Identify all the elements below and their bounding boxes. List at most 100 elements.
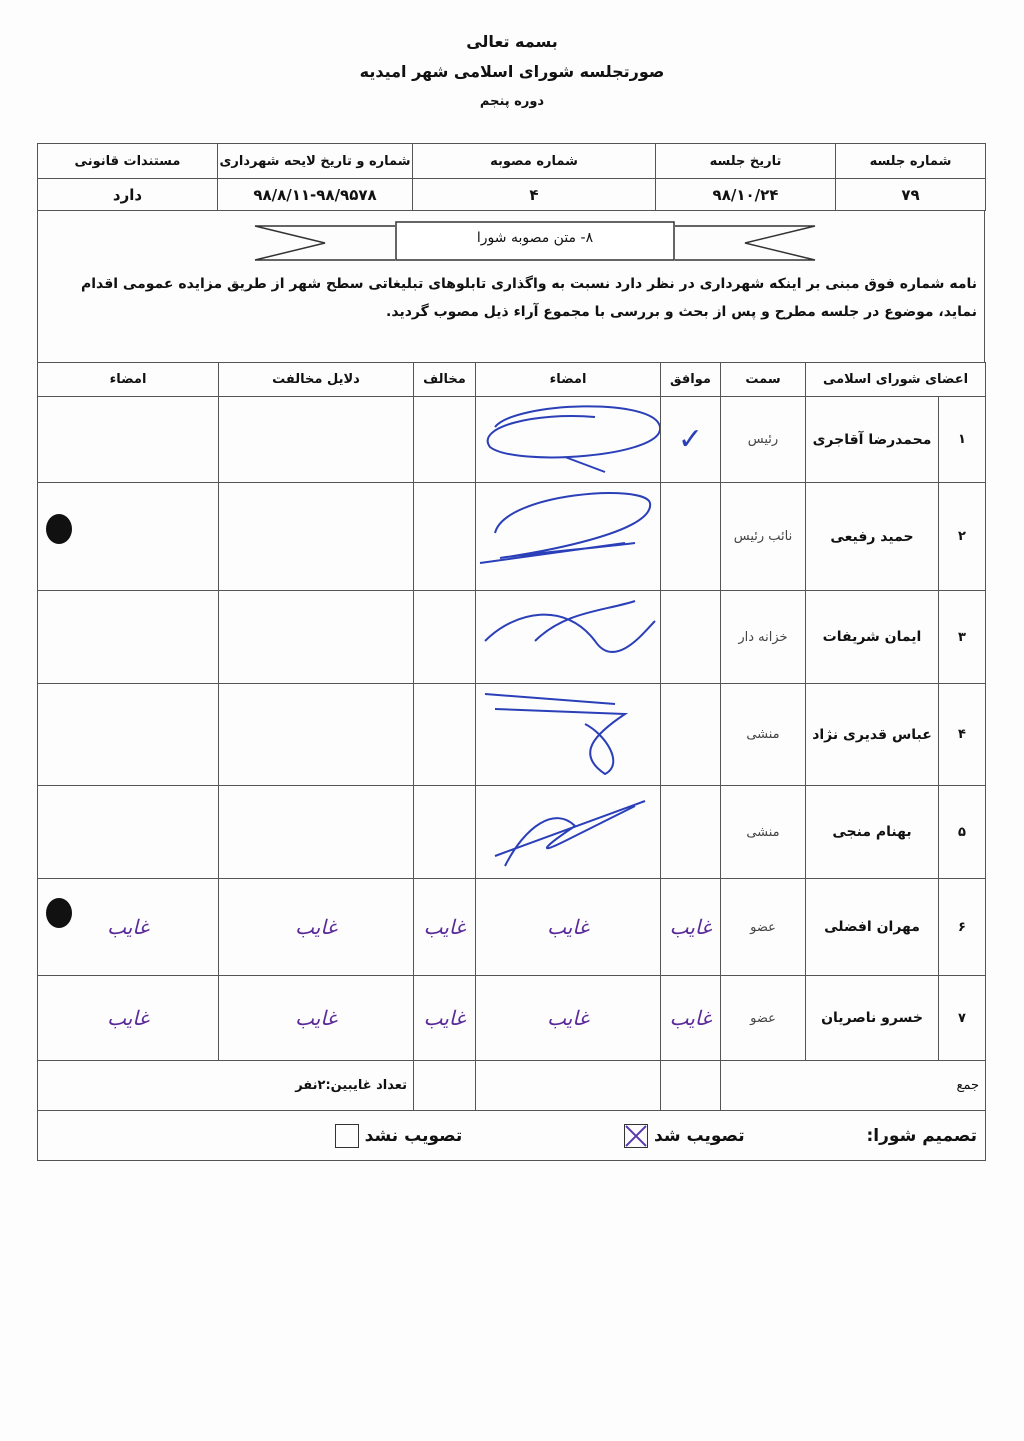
member-name: محمدرضا آقاجری: [804, 396, 940, 483]
against-mark: [413, 482, 476, 591]
member-number: ۶: [938, 878, 987, 976]
member-row: ۷ خسرو ناصریان عضو غایب غایب غایب غایب غایب: [37, 975, 987, 1061]
absent-against: غایب: [413, 878, 476, 976]
header-reasons: دلایل مخالفت: [218, 362, 414, 397]
header-signature-against: امضاء: [37, 362, 219, 397]
bill-number-date: ۹۸/۸/۱۱-۹۸/۹۵۷۸: [217, 178, 413, 211]
against-mark: [413, 396, 476, 483]
signature-scribble: [484, 693, 629, 776]
member-role: منشی: [720, 785, 806, 879]
header-members: اعضای شورای اسلامی: [804, 362, 987, 397]
signature-against: [37, 683, 219, 786]
reasons: [218, 590, 414, 684]
approved-checkbox[interactable]: [624, 1123, 649, 1148]
header-signature: امضاء: [475, 362, 661, 397]
header-legal-docs: مستندات قانونی: [37, 143, 218, 179]
member-name: بهنام منجی: [804, 785, 940, 879]
member-number: ۴: [938, 683, 987, 786]
resolution-number: ۴: [412, 178, 656, 211]
approved-label: تصویب شد: [654, 1125, 745, 1146]
header-resolution-number: شماره مصوبه: [412, 143, 656, 179]
against-mark: [413, 785, 476, 879]
rejected-label: تصویب نشد: [364, 1125, 463, 1146]
signature: [475, 683, 661, 786]
signature-scribble: [479, 492, 652, 564]
absent-agree: غایب: [660, 975, 721, 1061]
absent-reasons: غایب: [218, 878, 414, 976]
legal-docs: دارد: [37, 178, 218, 211]
agree-mark: [660, 590, 721, 684]
absent-signature: غایب: [475, 975, 661, 1061]
member-row: ۶ مهران افضلی عضو غایب غایب غایب غایب غایب: [37, 878, 987, 976]
member-name: عباس قدیری نژاد: [804, 683, 940, 786]
header-session-number: شماره جلسه: [835, 143, 986, 179]
invocation: بسمه تعالی: [466, 32, 558, 51]
reasons: [218, 785, 414, 879]
decision-row: تصمیم شورا: تصویب شد تصویب نشد: [36, 1110, 987, 1161]
signature-against: [37, 785, 219, 879]
member-role: نائب رئیس: [720, 482, 806, 591]
header-role: سمت: [720, 362, 806, 397]
absent-signature: غایب: [475, 878, 661, 976]
member-row: ۴ عباس قدیری نژاد منشی: [37, 683, 987, 786]
punch-hole: [46, 898, 72, 928]
agree-mark: ✓: [660, 396, 721, 483]
against-mark: [413, 590, 476, 684]
rejected-checkbox[interactable]: [334, 1123, 359, 1148]
member-name: ایمان شریفات: [804, 590, 940, 684]
punch-hole: [46, 514, 72, 544]
member-row: ۲ حمید رفیعی نائب رئیس: [37, 482, 987, 591]
against-mark: [413, 683, 476, 786]
absent-count: تعداد غایبین:۲نفر: [37, 1060, 414, 1111]
total-signature: [475, 1060, 661, 1111]
agree-mark: [660, 482, 721, 591]
agree-mark: [660, 785, 721, 879]
member-number: ۱: [938, 396, 987, 483]
member-row: ۱ محمدرضا آقاجری رئیس ✓: [37, 396, 987, 483]
signature-scribble: [486, 405, 662, 473]
member-row: ۵ بهنام منجی منشی: [37, 785, 987, 879]
header-session-date: تاریخ جلسه: [655, 143, 836, 179]
member-name: حمید رفیعی: [804, 482, 940, 591]
header-bill: شماره و تاریخ لایحه شهرداری: [217, 143, 413, 179]
signature-against: [37, 396, 219, 483]
member-role: رئیس: [720, 396, 806, 483]
total-against: [413, 1060, 476, 1111]
resolution-text: نامه شماره فوق مبنی بر اینکه شهرداری در …: [80, 276, 977, 320]
session-number: ۷۹: [835, 178, 986, 211]
total-agree: [660, 1060, 721, 1111]
member-number: ۲: [938, 482, 987, 591]
member-name: مهران افضلی: [804, 878, 940, 976]
document-title: صورتجلسه شورای اسلامی شهر امیدیه: [359, 62, 665, 81]
reasons: [218, 482, 414, 591]
member-number: ۷: [938, 975, 987, 1061]
member-role: عضو: [720, 975, 806, 1061]
absent-reasons: غایب: [218, 975, 414, 1061]
member-row: ۳ ایمان شریفات خزانه دار: [37, 590, 987, 684]
member-role: خزانه دار: [720, 590, 806, 684]
info-table: شماره جلسه تاریخ جلسه شماره مصوبه شماره …: [37, 143, 986, 211]
absent-agree: غایب: [660, 878, 721, 976]
session-date: ۹۸/۱۰/۲۴: [655, 178, 836, 211]
members-table: اعضای شورای اسلامی سمت موافق امضاء مخالف…: [36, 362, 987, 1161]
absent-against: غایب: [413, 975, 476, 1061]
signature: [475, 396, 662, 483]
header-against: مخالف: [413, 362, 476, 397]
member-role: منشی: [720, 683, 806, 786]
term: دوره پنجم: [479, 94, 545, 109]
decision-label: تصمیم شورا:: [866, 1125, 978, 1146]
absent-signature-against: غایب: [37, 878, 219, 976]
banner-ribbon: [254, 221, 816, 261]
member-number: ۵: [938, 785, 987, 879]
header-agree: موافق: [660, 362, 721, 397]
signature: [475, 482, 661, 591]
signature-scribble: [494, 800, 646, 867]
member-role: عضو: [720, 878, 806, 976]
total-label: جمع: [719, 1060, 987, 1111]
signature: [475, 590, 661, 684]
agree-mark: [660, 683, 721, 786]
reasons: [218, 683, 414, 786]
signature-scribble: [484, 600, 656, 653]
resolution-banner: ۸- متن مصوبه شورا: [476, 230, 594, 246]
